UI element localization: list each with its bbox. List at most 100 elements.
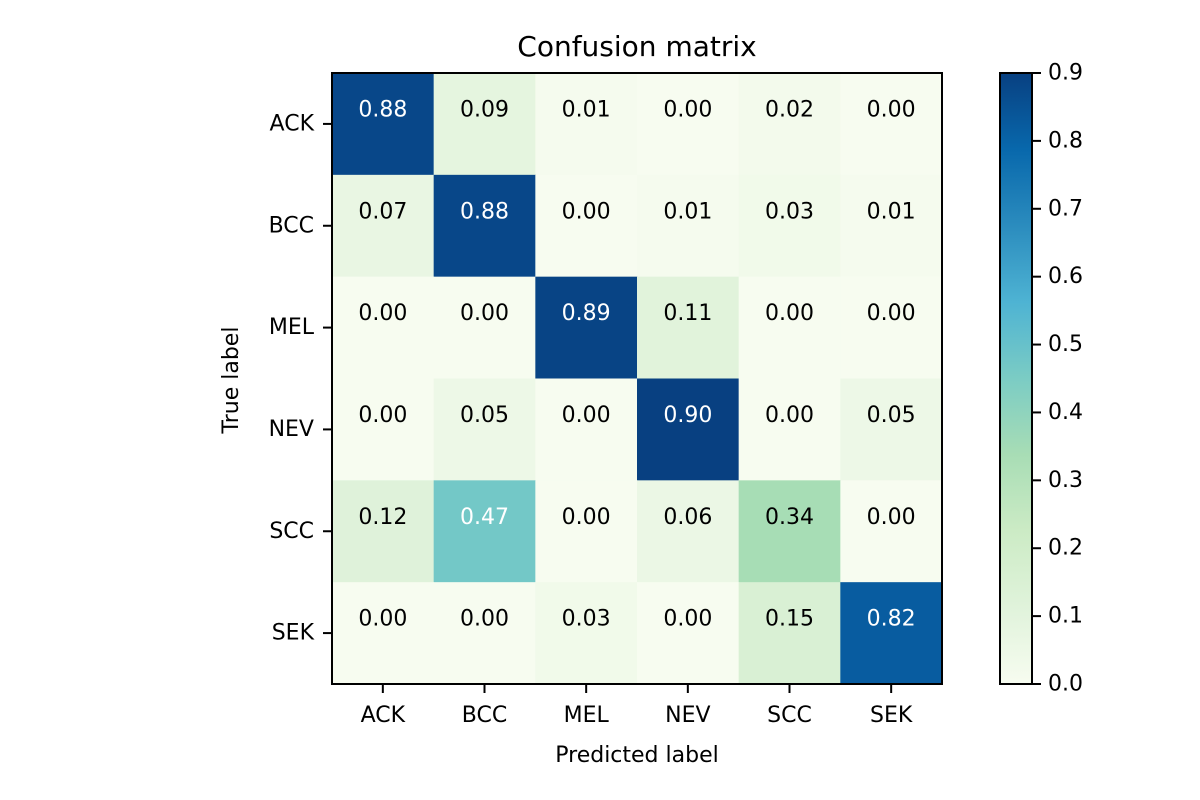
colorbar	[1000, 73, 1032, 684]
cell-value-label: 0.00	[867, 97, 916, 122]
heatmap-cell	[332, 582, 435, 685]
heatmap-cell	[840, 582, 943, 685]
cell-value-label: 0.00	[562, 199, 611, 224]
y-tick-label: SEK	[272, 621, 315, 646]
cell-value-label: 0.06	[663, 505, 712, 530]
cell-value-label: 0.00	[562, 505, 611, 530]
heatmap-cell	[433, 582, 536, 685]
cell-value-label: 0.07	[358, 199, 407, 224]
colorbar-tick-label: 0.2	[1048, 536, 1083, 561]
heatmap-cell	[433, 73, 536, 176]
heatmap-cell	[433, 276, 536, 379]
cell-value-label: 0.00	[867, 301, 916, 326]
cell-value-label: 0.88	[460, 199, 509, 224]
heatmap-cell	[433, 378, 536, 481]
cell-value-label: 0.88	[358, 97, 407, 122]
y-tick-label: NEV	[269, 417, 314, 442]
y-tick-label: ACK	[270, 111, 315, 136]
chart-title: Confusion matrix	[517, 30, 756, 63]
heatmap-cell	[637, 276, 740, 379]
heatmap-cell	[738, 378, 841, 481]
heatmap-cell	[637, 582, 740, 685]
heatmap-cell	[332, 174, 435, 278]
x-tick-label: BCC	[462, 703, 507, 728]
colorbar-tick-label: 0.1	[1048, 604, 1083, 629]
x-tick-label: ACK	[361, 703, 406, 728]
cell-value-label: 0.34	[765, 505, 814, 530]
colorbar-tick-label: 0.9	[1048, 61, 1083, 86]
heatmap-cell	[332, 480, 435, 583]
cell-value-label: 0.05	[867, 403, 916, 428]
cell-value-label: 0.15	[765, 607, 814, 632]
colorbar-frame	[999, 72, 1033, 685]
heatmap-cells	[332, 73, 943, 685]
colorbar-tick-label: 0.6	[1048, 264, 1083, 289]
heatmap-cell	[637, 174, 740, 278]
cell-value-label: 0.00	[358, 403, 407, 428]
x-tick-label: NEV	[665, 703, 710, 728]
heatmap-cell	[637, 378, 740, 481]
x-axis-label: Predicted label	[555, 743, 718, 768]
heatmap-cell	[332, 73, 435, 176]
y-axis-label: True label	[219, 327, 244, 435]
x-tick-label: SEK	[870, 703, 913, 728]
x-axis-ticks: ACK BCC MEL NEV SCC SEK	[361, 684, 913, 728]
heatmap-cell	[840, 73, 943, 176]
cell-value-label: 0.00	[358, 301, 407, 326]
cell-value-label: 0.47	[460, 505, 509, 530]
heatmap-cell	[738, 276, 841, 379]
colorbar-tick-label: 0.3	[1048, 468, 1083, 493]
colorbar-tick-label: 0.7	[1048, 196, 1083, 221]
cell-value-label: 0.01	[663, 199, 712, 224]
cell-value-label: 0.12	[358, 505, 407, 530]
cell-value-label: 0.11	[663, 301, 712, 326]
heatmap-cell	[433, 174, 536, 278]
cell-value-label: 0.01	[562, 97, 611, 122]
colorbar-tick-label: 0.4	[1048, 400, 1083, 425]
heatmap-cell	[738, 480, 841, 583]
heatmap-cell	[433, 480, 536, 583]
heatmap-cell	[840, 174, 943, 278]
cell-value-label: 0.00	[765, 403, 814, 428]
heatmap-cell-labels: 0.88 0.09 0.01 0.00 0.02 0.00 0.07 0.88 0.00 0.01…	[358, 97, 915, 631]
heatmap-cell	[738, 582, 841, 685]
cell-value-label: 0.03	[765, 199, 814, 224]
colorbar-tick-label: 0.0	[1048, 672, 1083, 697]
cell-value-label: 0.01	[867, 199, 916, 224]
heatmap-cell	[535, 480, 638, 583]
heatmap-cell	[535, 73, 638, 176]
cell-value-label: 0.00	[460, 301, 509, 326]
y-tick-label: SCC	[269, 519, 314, 544]
heatmap-cell	[840, 276, 943, 379]
heatmap-cell	[637, 73, 740, 176]
cell-value-label: 0.00	[562, 403, 611, 428]
cell-value-label: 0.05	[460, 403, 509, 428]
heatmap-cell	[535, 174, 638, 278]
cell-value-label: 0.00	[867, 505, 916, 530]
cell-value-label: 0.00	[663, 97, 712, 122]
cell-value-label: 0.00	[460, 607, 509, 632]
heatmap-cell	[840, 480, 943, 583]
cell-value-label: 0.89	[562, 301, 611, 326]
x-tick-label: SCC	[767, 703, 812, 728]
cell-value-label: 0.00	[663, 607, 712, 632]
cell-value-label: 0.02	[765, 97, 814, 122]
cell-value-label: 0.90	[663, 403, 712, 428]
colorbar-tick-label: 0.8	[1048, 128, 1083, 153]
y-tick-label: MEL	[269, 315, 315, 340]
cell-value-label: 0.09	[460, 97, 509, 122]
colorbar-tick-label: 0.5	[1048, 332, 1083, 357]
cell-value-label: 0.82	[867, 607, 916, 632]
y-tick-label: BCC	[269, 213, 314, 238]
heatmap-cell	[332, 276, 435, 379]
plot-frame	[331, 72, 943, 685]
cell-value-label: 0.03	[562, 607, 611, 632]
heatmap-cell	[637, 480, 740, 583]
y-axis-ticks: ACK BCC MEL NEV SCC SEK	[269, 111, 332, 646]
x-tick-label: MEL	[564, 703, 610, 728]
cell-value-label: 0.00	[358, 607, 407, 632]
colorbar-ticks: 0.0 0.1 0.2 0.3 0.4 0.5 0.6 0.7 0.8 0.9	[1032, 61, 1083, 697]
heatmap-cell	[535, 378, 638, 481]
heatmap-cell	[535, 582, 638, 685]
